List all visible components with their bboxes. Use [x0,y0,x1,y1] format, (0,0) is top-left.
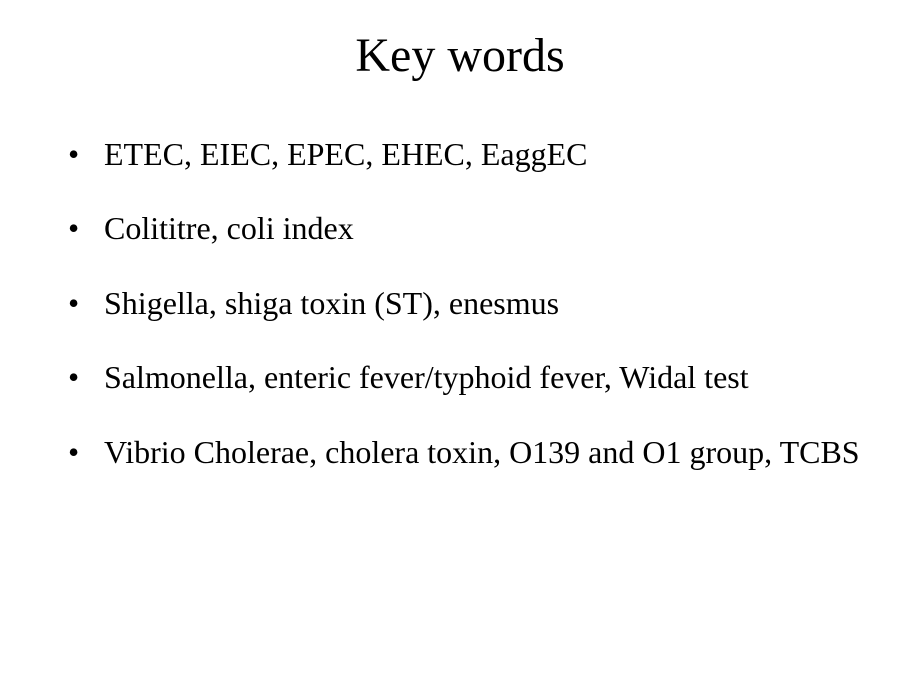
bullet-text: Salmonella, enteric fever/typhoid fever,… [104,359,749,395]
list-item: ETEC, EIEC, EPEC, EHEC, EaggEC [68,131,860,177]
list-item: Shigella, shiga toxin (ST), enesmus [68,280,860,326]
list-item: Colititre, coli index [68,205,860,251]
bullet-text: Colititre, coli index [104,210,354,246]
list-item: Salmonella, enteric fever/typhoid fever,… [68,354,860,400]
bullet-text: Vibrio Cholerae, cholera toxin, O139 and… [104,434,860,470]
bullet-list: ETEC, EIEC, EPEC, EHEC, EaggEC Colititre… [60,131,860,475]
list-item: Vibrio Cholerae, cholera toxin, O139 and… [68,429,860,475]
bullet-text: ETEC, EIEC, EPEC, EHEC, EaggEC [104,136,588,172]
slide-title: Key words [60,28,860,83]
bullet-text: Shigella, shiga toxin (ST), enesmus [104,285,559,321]
